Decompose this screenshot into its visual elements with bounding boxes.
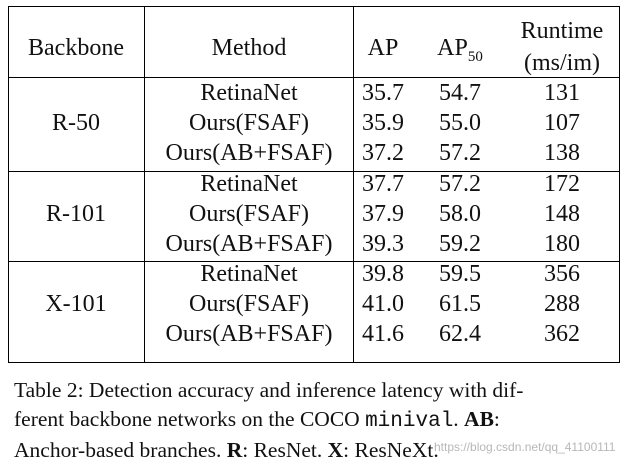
ap-cell: 35.7	[362, 80, 404, 106]
runtime-cell: 107	[544, 110, 580, 136]
method-cell: Ours(FSAF)	[188, 201, 310, 227]
header-ap50-main: AP	[437, 35, 468, 61]
method-cell: Ours(FSAF)	[188, 291, 310, 317]
method-cell: RetinaNet	[200, 80, 298, 106]
backbone-x101: X-101	[45, 291, 107, 317]
ap50-cell: 59.2	[439, 231, 481, 257]
caption-minival: minival	[365, 410, 454, 433]
runtime-cell: 172	[544, 171, 580, 197]
ap-cell: 37.9	[362, 201, 404, 227]
ap50-cell: 59.5	[439, 261, 481, 287]
caption-text: :	[493, 407, 500, 431]
caption-line-3: Anchor-based branches. R: ResNet. X: Res…	[14, 436, 614, 465]
ap50-cell: 62.4	[439, 321, 481, 347]
ap-cell: 39.8	[362, 261, 404, 287]
header-ap50: AP50	[420, 35, 500, 65]
caption-text: : ResNeXt.	[343, 438, 439, 462]
caption-text: : ResNet.	[242, 438, 328, 462]
method-cell: Ours(AB+FSAF)	[165, 321, 333, 347]
caption-r-bold: R	[226, 438, 243, 462]
runtime-cell: 288	[544, 291, 580, 317]
col-divider-backbone	[144, 6, 145, 363]
runtime-cell: 131	[544, 80, 580, 106]
ap-cell: 35.9	[362, 110, 404, 136]
backbone-r50: R-50	[52, 110, 100, 136]
header-ap50-sub: 50	[467, 49, 483, 65]
ap-cell: 41.0	[362, 291, 404, 317]
header-method: Method	[211, 35, 287, 61]
ap50-cell: 55.0	[439, 110, 481, 136]
method-cell: Ours(FSAF)	[188, 110, 310, 136]
caption-text: ferent backbone networks on the COCO	[14, 407, 366, 431]
caption-text: Anchor-based branches.	[14, 438, 227, 462]
results-table: Backbone Method AP AP50 Runtime (ms/im) …	[8, 6, 620, 363]
col-divider-method	[353, 6, 354, 363]
ap50-cell: 57.2	[439, 140, 481, 166]
table-right-border	[619, 6, 620, 363]
caption-ab-bold: AB	[464, 407, 494, 431]
caption-line-2: ferent backbone networks on the COCO min…	[14, 405, 614, 436]
caption-x-bold: X	[327, 438, 344, 462]
group-divider-1	[8, 171, 620, 172]
table-caption: Table 2: Detection accuracy and inferenc…	[14, 376, 614, 465]
runtime-cell: 138	[544, 140, 580, 166]
ap50-cell: 57.2	[439, 171, 481, 197]
runtime-cell: 180	[544, 231, 580, 257]
ap50-cell: 54.7	[439, 80, 481, 106]
ap50-cell: 61.5	[439, 291, 481, 317]
backbone-r101: R-101	[46, 201, 106, 227]
header-divider	[8, 77, 620, 78]
header-runtime-line1: Runtime	[520, 18, 604, 44]
header-runtime-line2: (ms/im)	[524, 50, 600, 76]
caption-text: .	[453, 407, 465, 431]
method-cell: RetinaNet	[200, 261, 298, 287]
ap-cell: 37.2	[362, 140, 404, 166]
table-top-border	[8, 6, 620, 7]
method-cell: Ours(AB+FSAF)	[165, 231, 333, 257]
table-left-border	[8, 6, 9, 363]
method-cell: RetinaNet	[200, 171, 298, 197]
table-bottom-border	[8, 362, 620, 363]
watermark: https://blog.csdn.net/qq_41100111	[434, 440, 616, 454]
caption-line-1: Table 2: Detection accuracy and inferenc…	[14, 378, 524, 402]
runtime-cell: 356	[544, 261, 580, 287]
ap-cell: 39.3	[362, 231, 404, 257]
header-ap: AP	[367, 35, 399, 61]
runtime-cell: 362	[544, 321, 580, 347]
method-cell: Ours(AB+FSAF)	[165, 140, 333, 166]
group-divider-2	[8, 261, 620, 262]
header-backbone: Backbone	[28, 35, 124, 61]
runtime-cell: 148	[544, 201, 580, 227]
ap-cell: 41.6	[362, 321, 404, 347]
ap-cell: 37.7	[362, 171, 404, 197]
ap50-cell: 58.0	[439, 201, 481, 227]
